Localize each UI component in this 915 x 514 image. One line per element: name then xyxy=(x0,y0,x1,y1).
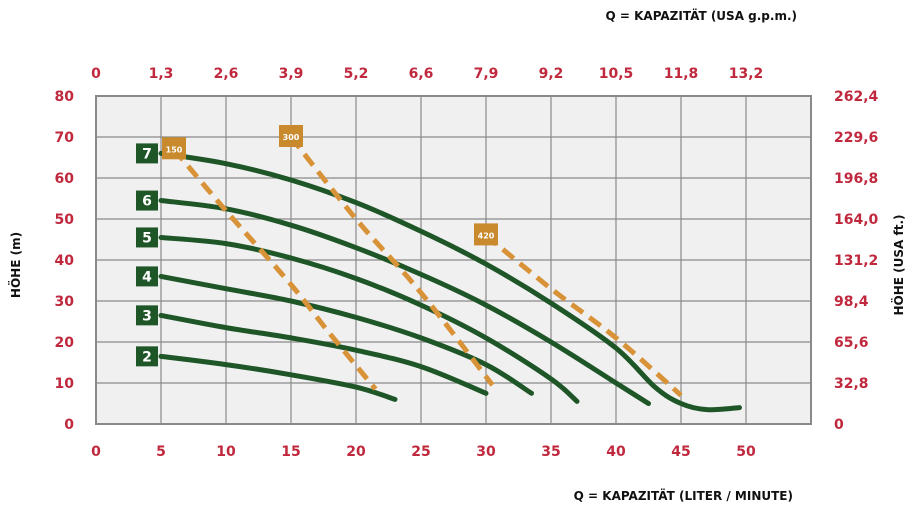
x-tick-label-top: 3,9 xyxy=(279,66,304,82)
curve-label-box-4 xyxy=(136,266,158,287)
iso-layer xyxy=(172,135,683,398)
x-tick-label-top: 7,9 xyxy=(474,66,499,82)
iso-label-300: 300 xyxy=(283,133,300,142)
iso-label-box-150 xyxy=(162,137,186,160)
y-tick-label-right: 0 xyxy=(834,417,844,433)
x-tick-label-bottom: 30 xyxy=(476,444,496,460)
x-tick-label-top: 5,2 xyxy=(344,66,369,82)
x-tick-label-bottom: 15 xyxy=(281,444,300,460)
y-tick-label-right: 262,4 xyxy=(834,89,879,105)
iso-curve-150 xyxy=(172,147,378,391)
pump-curve-4 xyxy=(158,273,534,396)
curves-layer xyxy=(158,150,742,413)
pump-curve-6 xyxy=(158,198,651,406)
curve-label-2: 2 xyxy=(142,349,152,365)
x-tick-label-top: 2,6 xyxy=(214,66,239,82)
x-axis-title-bottom: Q = KAPAZITÄT (LITER / MINUTE) xyxy=(574,488,793,503)
curve-label-6: 6 xyxy=(142,194,152,210)
x-tick-label-bottom: 10 xyxy=(216,444,236,460)
curve-label-box-7 xyxy=(136,143,158,164)
y-tick-label-right: 131,2 xyxy=(834,253,878,269)
y-tick-label-right: 65,6 xyxy=(834,335,869,351)
iso-label-box-420 xyxy=(474,223,498,246)
x-tick-label-top: 10,5 xyxy=(599,66,634,82)
x-tick-label-top: 6,6 xyxy=(409,66,434,82)
y-tick-label-right: 98,4 xyxy=(834,294,869,310)
y-tick-label-right: 164,0 xyxy=(834,212,879,228)
x-axis-title-top: Q = KAPAZITÄT (USA g.p.m.) xyxy=(606,8,798,23)
curve-label-box-3 xyxy=(136,305,158,326)
x-tick-label-bottom: 35 xyxy=(541,444,560,460)
curve-label-box-2 xyxy=(136,346,158,367)
curve-label-5: 5 xyxy=(142,230,152,246)
y-tick-label-left: 40 xyxy=(55,253,75,269)
y-tick-label-left: 70 xyxy=(55,130,75,146)
x-tick-label-bottom: 40 xyxy=(606,444,626,460)
curve-label-7: 7 xyxy=(142,146,152,162)
x-tick-label-bottom: 20 xyxy=(346,444,366,460)
y-tick-label-right: 229,6 xyxy=(834,130,878,146)
iso-curve-300 xyxy=(289,135,495,387)
pump-curve-7 xyxy=(158,150,742,413)
x-tick-label-top: 9,2 xyxy=(539,66,564,82)
y-tick-label-left: 20 xyxy=(55,335,75,351)
y-axis-title-left: HÖHE (m) xyxy=(8,232,23,298)
curve-label-box-6 xyxy=(136,190,158,211)
y-tick-label-left: 0 xyxy=(64,417,74,433)
pump-curve-2 xyxy=(158,353,398,402)
y-tick-label-left: 60 xyxy=(55,171,75,187)
x-tick-label-bottom: 25 xyxy=(411,444,430,460)
pump-curve-3 xyxy=(158,312,489,396)
x-tick-label-bottom: 5 xyxy=(156,444,166,460)
x-tick-label-bottom: 0 xyxy=(91,444,101,460)
y-tick-label-right: 32,8 xyxy=(834,376,869,392)
x-tick-label-top: 0 xyxy=(91,66,101,82)
curve-label-3: 3 xyxy=(142,308,152,324)
x-tick-label-bottom: 45 xyxy=(671,444,690,460)
curve-label-box-5 xyxy=(136,227,158,248)
y-tick-label-left: 30 xyxy=(55,294,75,310)
pump-curve-5 xyxy=(158,235,580,404)
y-tick-label-left: 80 xyxy=(55,89,75,105)
ticks-layer: 0 5 10 15 20 25 30 35 40 45 500 1,3 2,6 3,9 5,2 6,6 7,9 9… xyxy=(55,66,879,460)
y-axis-title-right: HÖHE (USA ft.) xyxy=(891,215,906,316)
iso-label-420: 420 xyxy=(478,231,495,240)
curve-label-4: 4 xyxy=(142,269,152,285)
x-tick-label-bottom: 50 xyxy=(736,444,756,460)
x-tick-label-top: 13,2 xyxy=(729,66,764,82)
y-tick-label-left: 10 xyxy=(55,376,75,392)
x-tick-label-top: 1,3 xyxy=(149,66,174,82)
y-tick-label-right: 196,8 xyxy=(834,171,878,187)
y-tick-label-left: 50 xyxy=(55,212,75,228)
iso-label-box-300 xyxy=(279,125,303,147)
iso-label-150: 150 xyxy=(166,145,183,154)
labels-layer: 2 3 4 5 6 7 150 300 420 xyxy=(136,125,498,367)
grid-layer xyxy=(96,96,811,424)
x-tick-label-top: 11,8 xyxy=(664,66,699,82)
